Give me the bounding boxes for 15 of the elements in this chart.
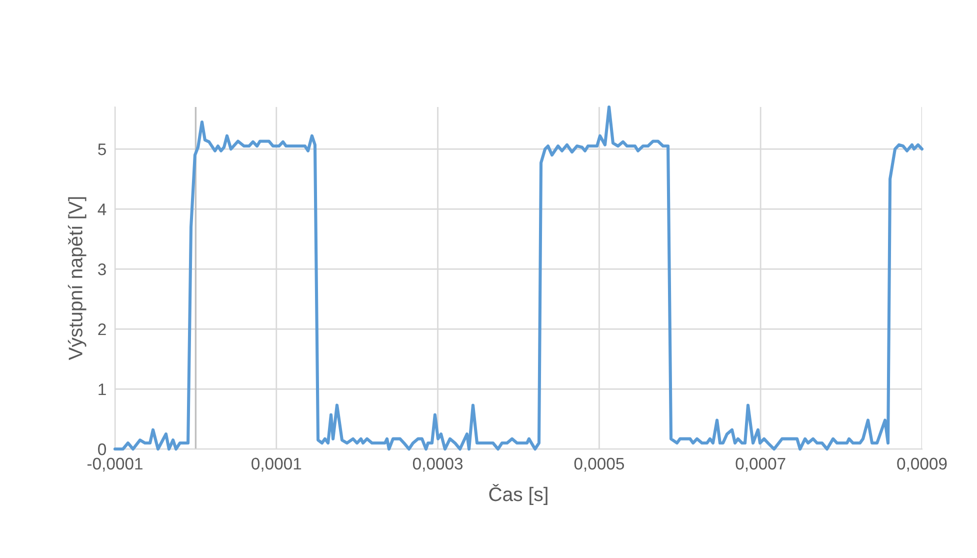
y-tick-label: 5: [98, 144, 106, 156]
x-tick-label: 0,0007: [736, 458, 786, 472]
y-tick-label: 0: [98, 443, 106, 456]
x-tick-label: 0,0001: [252, 458, 302, 472]
line-series: [113, 105, 924, 451]
y-tick-label: 1: [98, 384, 106, 396]
x-tick-label: 0,0005: [574, 458, 624, 472]
x-tick-label: -0,0001: [87, 458, 142, 472]
y-axis-title: Výstupní napětí [V]: [68, 197, 86, 360]
y-tick-label: 4: [98, 204, 106, 216]
y-tick-label: 2: [98, 323, 106, 336]
x-tick-label: 0,0003: [412, 458, 463, 472]
x-tick-label: 0,0009: [897, 458, 947, 472]
x-axis-title: Čas [s]: [489, 484, 548, 506]
y-tick-label: 3: [98, 263, 106, 276]
